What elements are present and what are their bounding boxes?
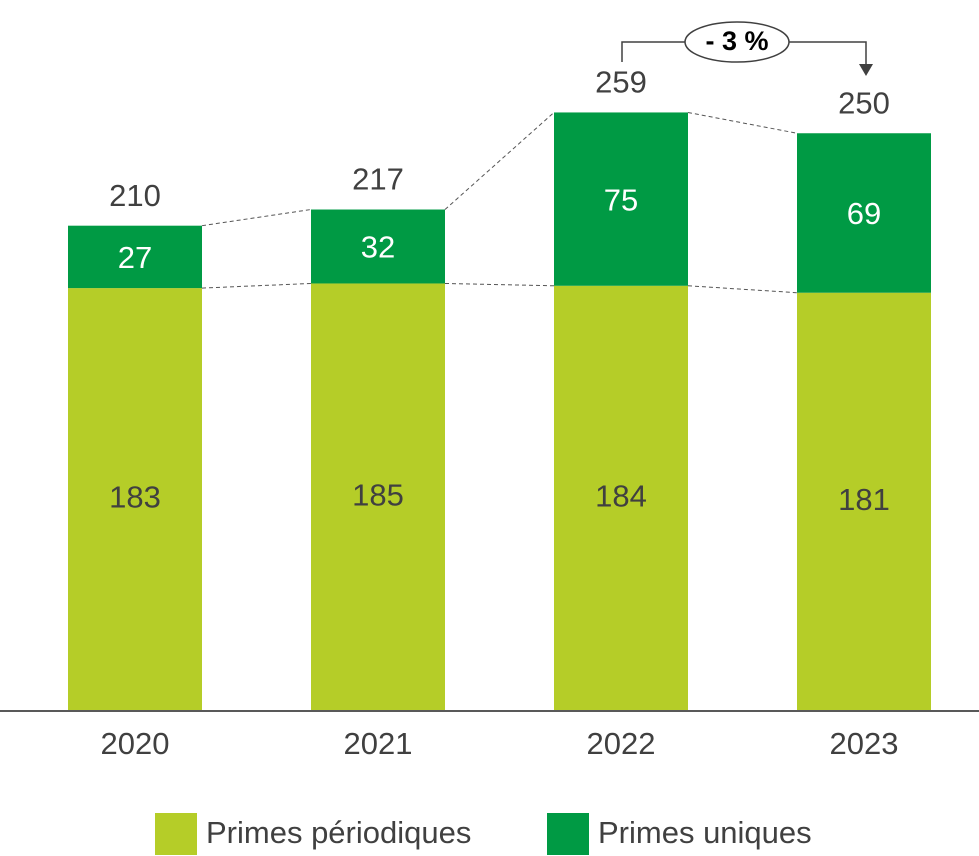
bar-segment [797,133,931,293]
annotation-text: - 3 % [705,26,768,56]
annotation-ellipse [684,21,790,63]
value-label: 69 [847,196,881,231]
legend-swatch [155,813,197,855]
bar-segment [68,288,202,711]
total-label: 259 [595,65,647,100]
total-label: 210 [109,178,161,213]
connector-line [201,209,312,227]
bar-segment [554,112,688,286]
x-tick-label: 2022 [587,726,656,761]
bar-segment [311,283,445,711]
value-label: 75 [604,182,638,217]
connector-line [201,282,312,289]
connector-line [687,111,798,134]
value-label: 181 [838,482,890,517]
change-annotation: - 3 % [621,21,873,76]
x-tick-label: 2021 [344,726,413,761]
connector-line [444,282,555,287]
total-label: 217 [352,162,404,197]
bar-segment [797,292,931,711]
total-label: 250 [838,85,890,120]
legend-label: Primes périodiques [206,815,471,850]
legend-label: Primes uniques [598,815,812,850]
value-label: 184 [595,479,647,514]
bar-segment [311,209,445,284]
x-tick-label: 2023 [830,726,899,761]
value-label: 32 [361,230,395,265]
annotation-bracket [621,41,867,66]
legend-swatch [547,813,589,855]
connector-line [444,112,555,210]
value-label: 183 [109,480,161,515]
bar-segment [68,225,202,289]
bar-segment [554,285,688,711]
annotation-arrow [859,64,873,76]
value-label: 27 [118,240,152,275]
value-label: 185 [352,477,404,512]
connector-line [687,285,798,294]
x-tick-label: 2020 [101,726,170,761]
